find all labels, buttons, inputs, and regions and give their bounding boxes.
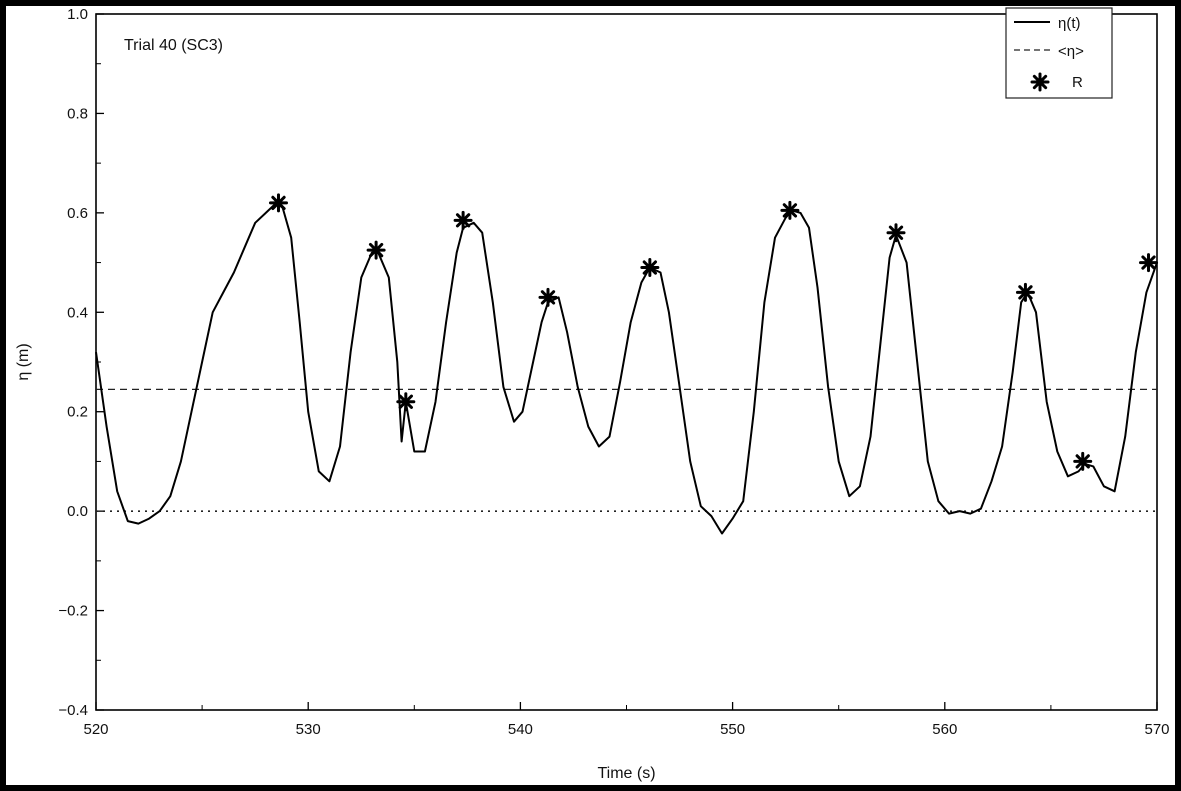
y-tick-label: 0.8 [67,105,88,122]
eta-series-line [95,201,1158,535]
peak-markers [268,193,1159,471]
plot-area-border [95,13,1158,711]
chart-frame: −0.4 −0.2 0.0 0.2 0.4 0.6 0.8 1.0 520 530 540 550 56… [6,6,1175,785]
peak-marker [396,392,416,412]
x-tick-label: 530 [296,721,321,738]
x-tick-label: 550 [720,721,745,738]
peak-marker [780,200,800,220]
legend-label-r: R [1072,74,1083,91]
peak-marker [268,193,288,213]
series [95,201,1158,535]
peak-marker [886,223,906,243]
y-axis-title: η (m) [15,343,32,380]
peak-marker [538,287,558,307]
legend: η(t) <η> R [1005,7,1113,99]
x-tick-label: 520 [83,721,108,738]
y-tick-label: −0.2 [58,603,88,620]
eta-time-series-chart: −0.4 −0.2 0.0 0.2 0.4 0.6 0.8 1.0 520 530 540 550 56… [15,6,1170,782]
x-tick-label: 540 [508,721,533,738]
x-tick-label: 560 [932,721,957,738]
y-tick-label: −0.4 [58,702,88,719]
peak-marker [1073,451,1093,471]
legend-marker-symbol [1030,72,1050,92]
y-tick-label: 1.0 [67,6,88,23]
legend-asterisk-marker [1030,72,1050,92]
y-tick-label: 0.2 [67,404,88,421]
reference-lines [96,388,1157,512]
peak-marker [366,240,386,260]
legend-label-mean: <η> [1058,43,1084,60]
trial-annotation: Trial 40 (SC3) [124,37,223,54]
x-axis-title: Time (s) [597,765,655,782]
peak-marker [1139,253,1159,273]
legend-label-eta: η(t) [1058,15,1081,32]
axes: −0.4 −0.2 0.0 0.2 0.4 0.6 0.8 1.0 520 530 540 550 56… [15,6,1170,782]
y-tick-label: 0.4 [67,304,88,321]
x-tick-label: 570 [1144,721,1169,738]
peak-marker [1015,282,1035,302]
y-tick-label: 0.0 [67,503,88,520]
y-tick-label: 0.6 [67,205,88,222]
peak-marker [453,210,473,230]
peak-marker [640,258,660,278]
